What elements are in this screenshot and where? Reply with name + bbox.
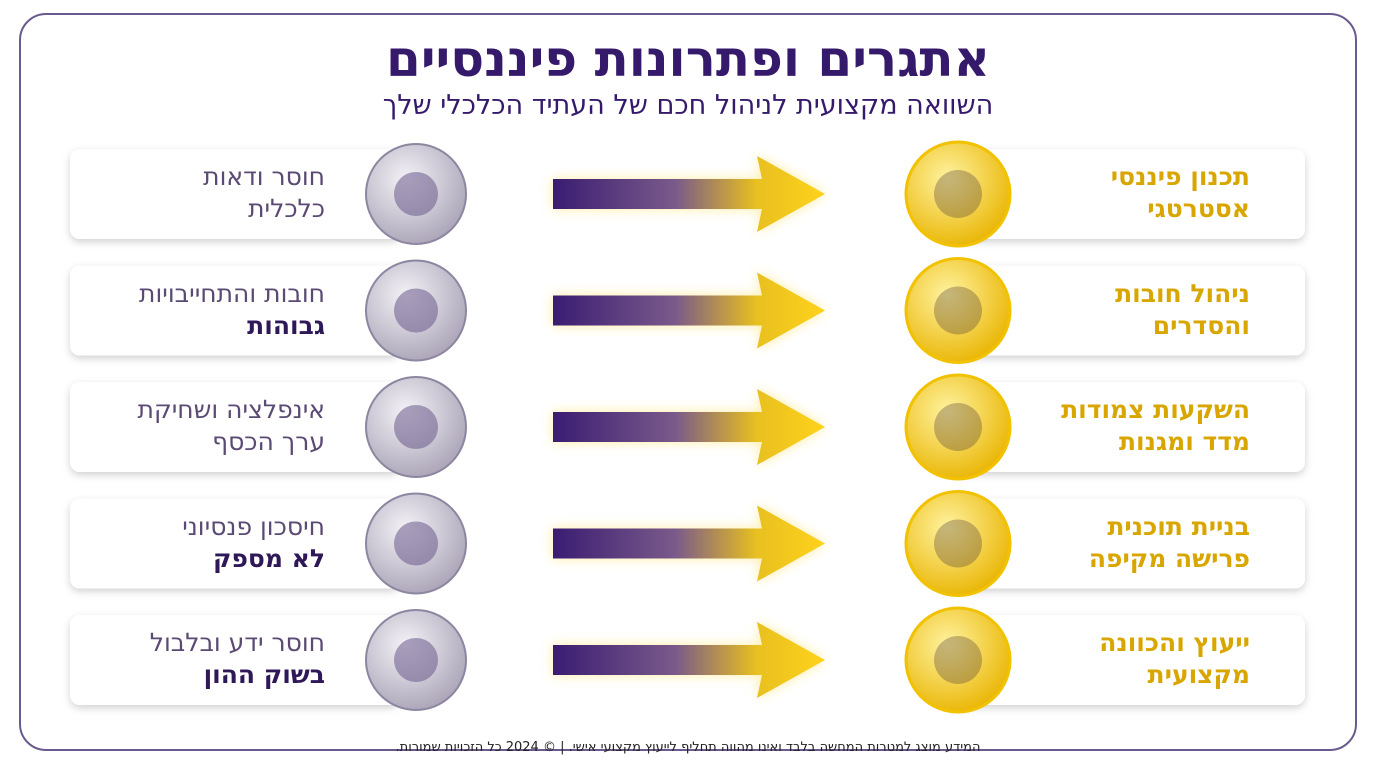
solution-line2: והסדרים (1152, 310, 1250, 340)
solution-icon (904, 140, 1012, 248)
subtitle: השוואה מקצועית לניהול חכם של העתיד הכלכל… (382, 90, 994, 121)
solution-text: תכנון פיננסי אסטרטגי (1015, 161, 1250, 225)
title: אתגרים ופתרונות פיננסיים (386, 30, 990, 88)
challenge-text: חובות והתחייבויות גבוהות (80, 278, 325, 342)
challenge-line2: בשוק ההון (203, 660, 325, 689)
solution-icon-inner (934, 636, 982, 684)
challenge-icon-inner (394, 521, 438, 566)
solution-line1: בניית תוכנית (1107, 511, 1250, 541)
solution-line2: מקצועית (1147, 660, 1251, 689)
solution-text: ניהול חובות והסדרים (1015, 278, 1250, 342)
solution-card (955, 265, 1305, 356)
solution-line2: מדד ומגנות (1118, 427, 1250, 456)
challenge-card (70, 382, 400, 472)
solution-icon (904, 606, 1012, 714)
solution-card (955, 149, 1305, 239)
challenge-text: אינפלציה ושחיקת ערך הכסף (80, 394, 325, 458)
solution-icon-inner (934, 519, 982, 568)
arrow (553, 156, 825, 232)
challenge-line2: ערך הכסף (212, 427, 325, 456)
solution-icon (904, 490, 1012, 597)
solution-icon (904, 257, 1012, 364)
footer: המידע מוצג למטרות המחשה בלבד ואינו מהווה… (395, 740, 981, 755)
challenge-line1: חיסכון פנסיוני (182, 511, 325, 541)
solution-icon (904, 373, 1012, 481)
challenge-line1: אינפלציה ושחיקת (137, 395, 325, 424)
solution-icon-inner (934, 170, 982, 218)
challenge-line1: חוסר ידע ובלבול (149, 628, 325, 657)
challenge-line1: חובות והתחייבויות (139, 278, 325, 308)
challenge-card (70, 265, 400, 356)
solution-card (955, 498, 1305, 589)
solution-line2: פרישה מקיפה (1088, 543, 1250, 573)
solution-line1: תכנון פיננסי (1110, 162, 1250, 191)
solution-card (955, 382, 1305, 472)
challenge-icon-inner (394, 288, 438, 333)
solution-card (955, 615, 1305, 705)
arrow (553, 505, 825, 582)
challenge-icon-inner (394, 172, 438, 216)
frame (19, 13, 1357, 751)
solution-line2: אסטרטגי (1147, 194, 1250, 223)
challenge-line1: חוסר ודאות (203, 162, 325, 191)
solution-text: ייעוץ והכוונה מקצועית (1015, 627, 1250, 691)
challenge-text: חוסר ודאות כלכלית (80, 161, 325, 225)
solution-line1: ניהול חובות (1115, 278, 1250, 308)
challenge-line2: גבוהות (247, 310, 325, 340)
challenge-icon-inner (394, 638, 438, 682)
solution-line1: השקעות צמודות (1061, 395, 1250, 424)
challenge-text: חיסכון פנסיוני לא מספק (80, 511, 325, 575)
solution-text: בניית תוכנית פרישה מקיפה (1015, 511, 1250, 575)
challenge-card (70, 498, 400, 589)
arrow (553, 389, 825, 465)
challenge-text: חוסר ידע ובלבול בשוק ההון (80, 627, 325, 691)
challenge-line2: כלכלית (248, 194, 325, 223)
challenge-card (70, 615, 400, 705)
challenge-line2: לא מספק (213, 543, 325, 573)
solution-line1: ייעוץ והכוונה (1099, 628, 1250, 657)
challenge-icon-inner (394, 405, 438, 449)
challenge-card (70, 149, 400, 239)
solution-icon-inner (934, 286, 982, 335)
solution-text: השקעות צמודות מדד ומגנות (1015, 394, 1250, 458)
solution-icon-inner (934, 403, 982, 451)
arrow (553, 622, 825, 698)
arrow (553, 272, 825, 349)
